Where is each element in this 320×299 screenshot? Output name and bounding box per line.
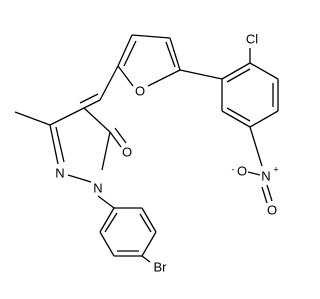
atom-labels: Cl O O N N N + O - O Br — [55, 31, 278, 274]
molecule-diagram: Cl O O N N N + O - O Br — [14, 31, 279, 274]
atom-label: Cl — [246, 31, 258, 46]
bonds — [14, 34, 279, 263]
atom-charge: - — [232, 164, 235, 174]
atom-label: Br — [154, 259, 168, 274]
atom-label: N — [55, 165, 64, 180]
atom-label: O — [267, 202, 277, 217]
atom-label: O — [135, 83, 145, 98]
atom-label: O — [237, 163, 247, 178]
atom-charge: + — [273, 164, 278, 174]
atom-label: N — [93, 180, 102, 195]
atom-label: O — [122, 144, 132, 159]
atom-label: N — [261, 168, 270, 183]
